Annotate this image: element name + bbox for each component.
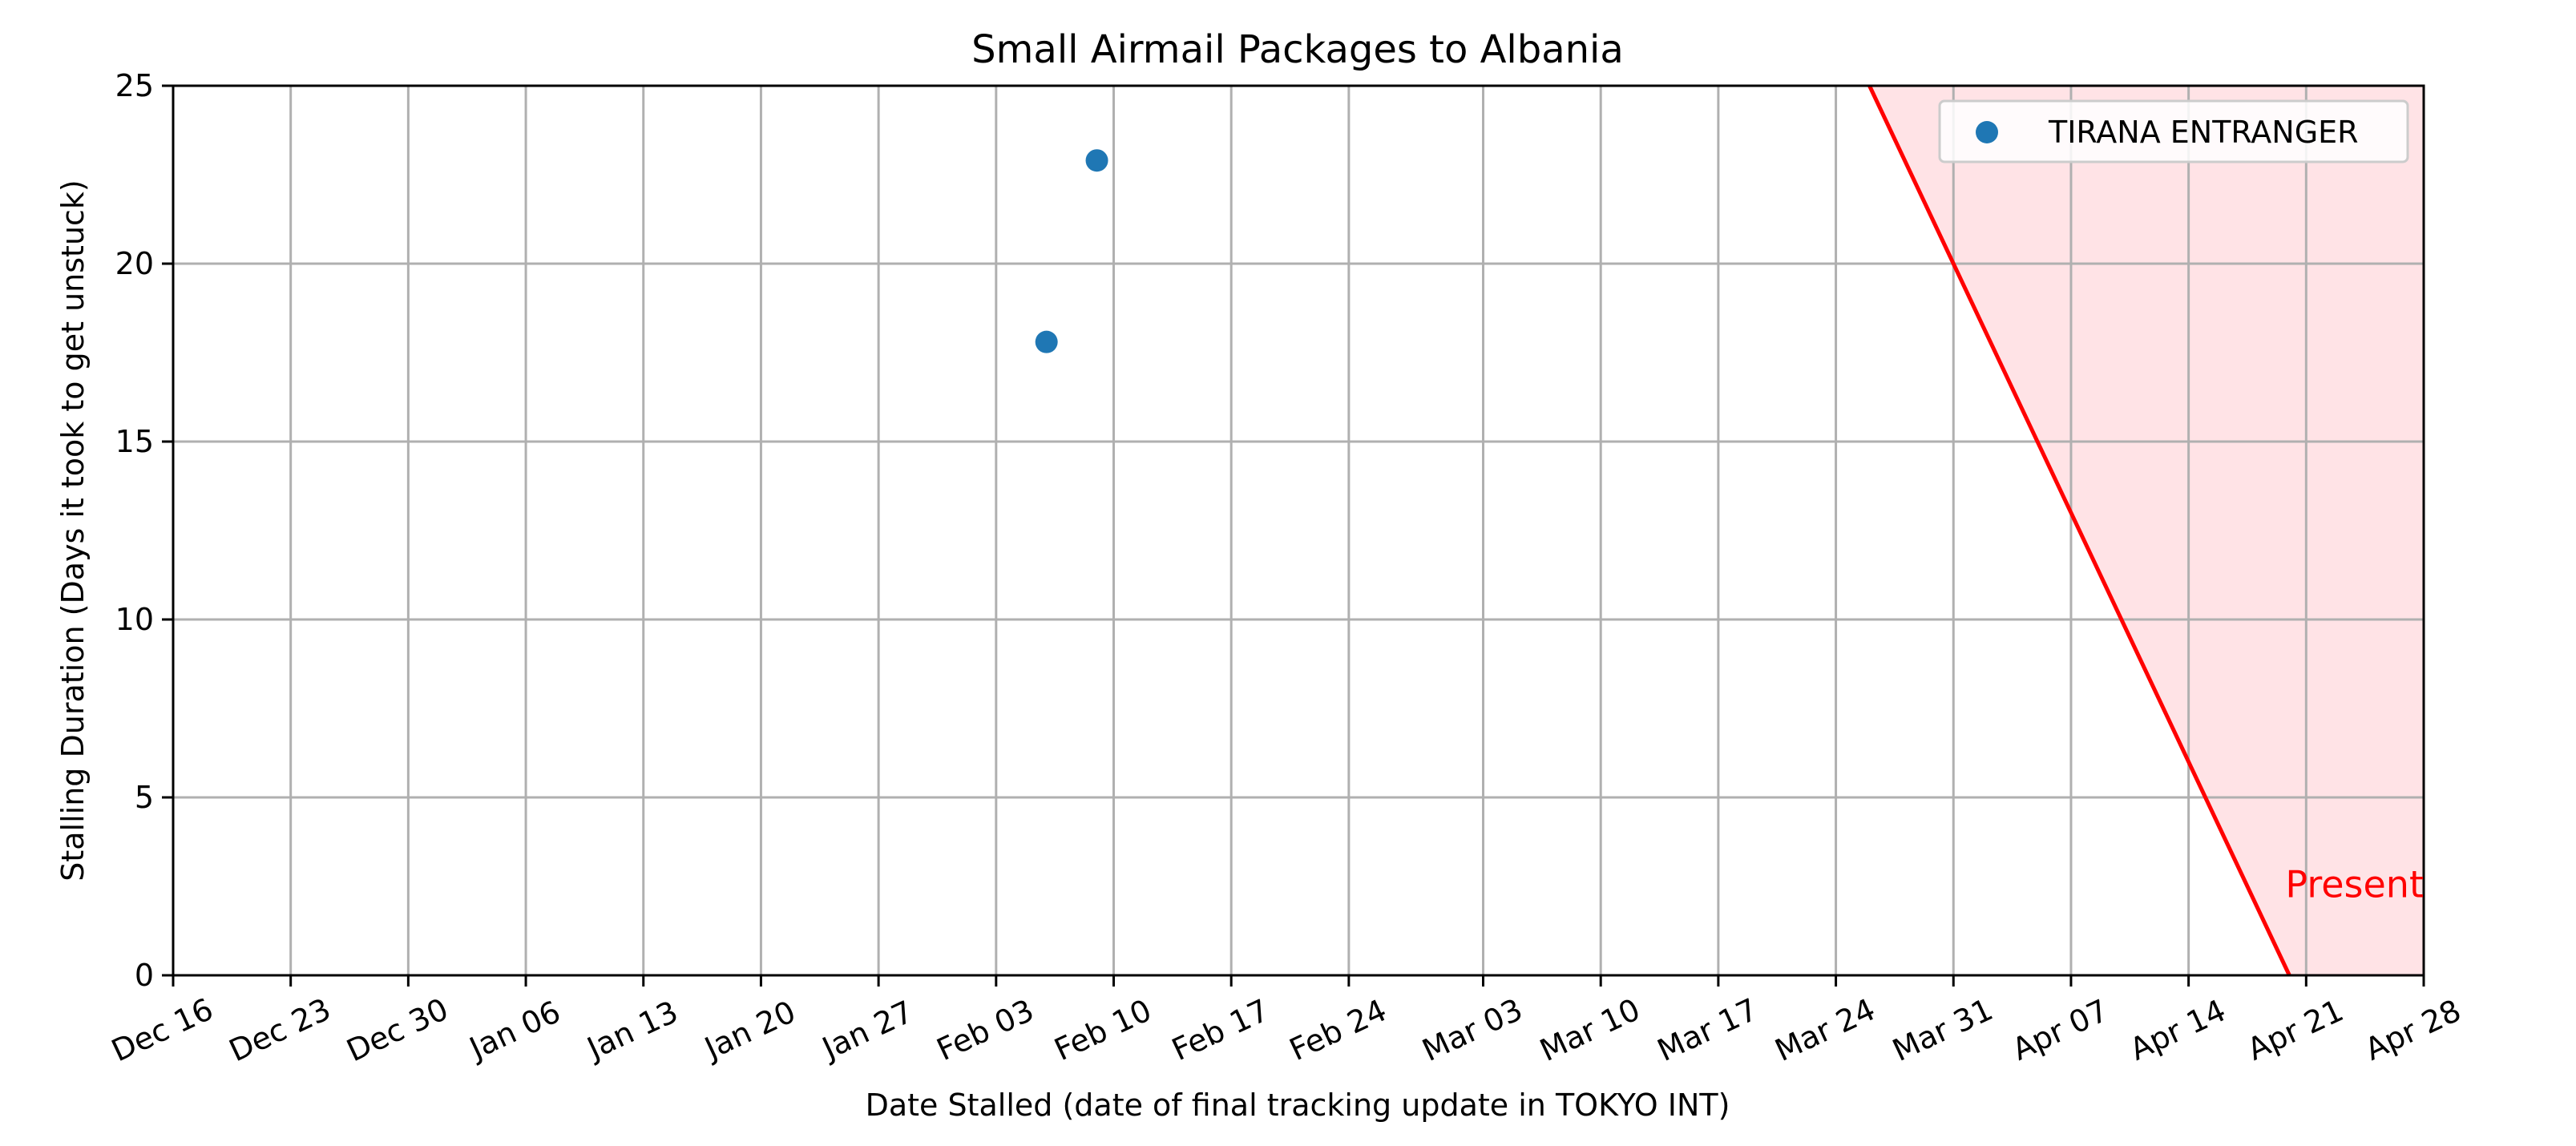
- plot-frame: [172, 84, 2425, 977]
- y-tick-label-15: 15: [115, 424, 154, 459]
- y-tick-label-10: 10: [115, 602, 154, 637]
- grid: [172, 84, 2425, 977]
- legend: TIRANA ENTRANGER: [1938, 99, 2409, 163]
- legend-box: [1938, 99, 2409, 163]
- y-axis-label: Stalling Duration (Days it took to get u…: [55, 180, 91, 882]
- present-line: [1867, 84, 2291, 977]
- present-shaded-region: [1869, 86, 2424, 975]
- legend-label-tirana-entranger: TIRANA ENTRANGER: [2048, 115, 2359, 150]
- legend-marker-tirana-entranger: [1976, 121, 1998, 143]
- scatter-point-tirana-entranger-1: [1085, 149, 1108, 172]
- y-tick-label-20: 20: [115, 246, 154, 281]
- scatter-point-tirana-entranger-0: [1035, 330, 1058, 353]
- chart-title: Small Airmail Packages to Albania: [971, 27, 1624, 72]
- y-tick-label-5: 5: [135, 780, 154, 815]
- y-axis-ticks: 0 5 10 15 20 25: [115, 68, 173, 993]
- y-tick-label-0: 0: [135, 958, 154, 993]
- x-axis-label: Date Stalled (date of final tracking upd…: [866, 1087, 1730, 1123]
- scatter-points: [1035, 149, 1108, 353]
- y-tick-label-25: 25: [115, 68, 154, 103]
- present-label: Present: [2285, 862, 2424, 906]
